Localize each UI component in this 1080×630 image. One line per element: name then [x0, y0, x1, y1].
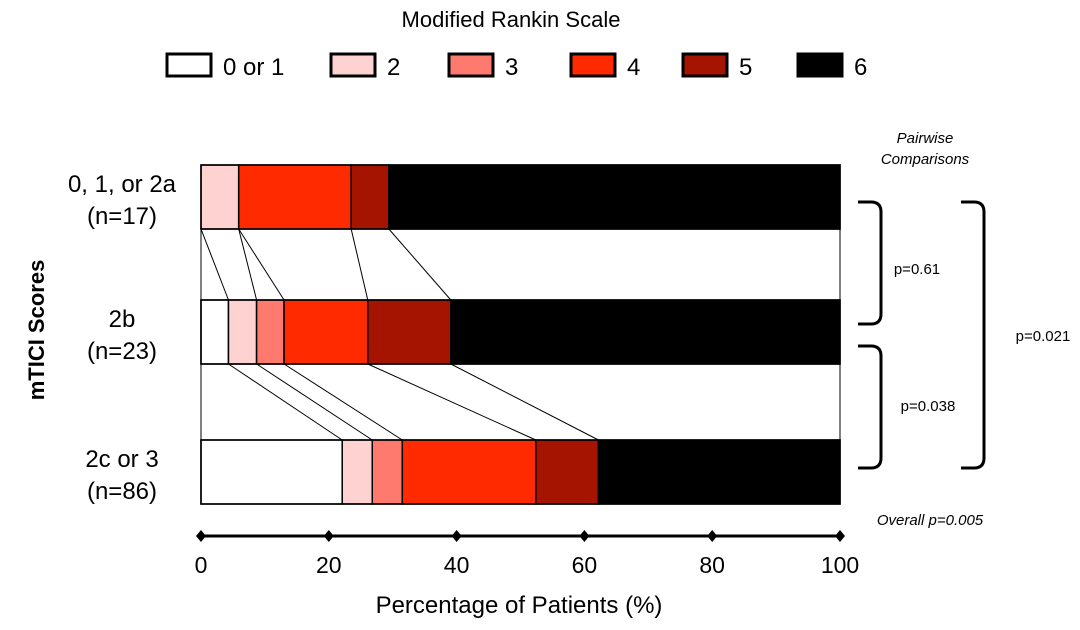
legend-item: 6 [796, 52, 867, 81]
bracket-line [858, 200, 883, 326]
category-sample-size: (n=17) [87, 203, 157, 230]
category-label: 2c or 3 [85, 446, 158, 473]
pairwise-header-line2: Comparisons [881, 151, 970, 168]
legend-item: 3 [447, 52, 518, 81]
p-value-label: p=0.61 [894, 261, 940, 278]
comparison-bracket: p=0.021 [961, 200, 1071, 470]
p-value-label: p=0.021 [1016, 328, 1071, 345]
bracket-line [961, 200, 986, 470]
bar-row [200, 439, 841, 505]
legend-swatch [329, 52, 377, 78]
y-axis-label: mTICI Scores [24, 260, 49, 401]
pairwise-header-line1: Pairwise [897, 130, 954, 147]
category-sample-size: (n=23) [87, 338, 157, 365]
bar-segment [401, 439, 537, 505]
connector-line [256, 363, 373, 441]
legend-label: 0 or 1 [223, 54, 284, 81]
x-axis-label: Percentage of Patients (%) [376, 592, 663, 619]
connector-line [238, 228, 258, 301]
x-tick-marker [323, 530, 334, 542]
bar-segment [388, 164, 841, 230]
legend-label: 5 [739, 54, 752, 81]
bar-segment [341, 439, 374, 505]
category-label: 2b [109, 306, 136, 333]
connector-line [238, 228, 285, 301]
x-tick-label: 40 [444, 552, 470, 578]
x-tick-label: 20 [316, 552, 342, 578]
category-sample-size: (n=86) [87, 478, 157, 505]
x-tick-label: 100 [821, 552, 859, 578]
x-tick-marker [835, 530, 845, 542]
bar-segment [350, 164, 390, 230]
legend-title: Modified Rankin Scale [402, 7, 621, 32]
x-tick-marker [579, 530, 590, 542]
connector-lines [200, 228, 841, 441]
bar-segment [450, 299, 841, 365]
comparison-bracket: p=0.61 [858, 200, 940, 326]
legend-item: 4 [569, 52, 640, 81]
legend-swatch [569, 52, 617, 78]
legend-item: 2 [329, 52, 400, 81]
bar-segment [227, 299, 258, 365]
bar-segment [200, 164, 240, 230]
legend-swatch [447, 52, 495, 78]
x-tick-label: 60 [572, 552, 598, 578]
bar-segment [367, 299, 452, 365]
bar-segment [283, 299, 369, 365]
x-axis: 0 20 40 60 80 100 [195, 530, 859, 578]
legend-item: 5 [681, 52, 752, 81]
connector-line [367, 363, 537, 441]
connector-line [450, 363, 599, 441]
bar-outline [200, 439, 841, 505]
legend-label: 2 [387, 54, 400, 81]
connector-line [228, 363, 343, 441]
legend-item: 0 or 1 [165, 52, 284, 81]
connector-line [350, 228, 369, 301]
x-tick-label: 80 [699, 552, 725, 578]
connector-line [200, 228, 229, 301]
connector-line [388, 228, 452, 301]
legend: 0 or 1 2 3 4 5 6 [165, 52, 867, 81]
legend-swatch [165, 52, 213, 78]
bracket-line [858, 344, 883, 470]
connector-line [283, 363, 403, 441]
bar-segment [200, 439, 343, 505]
legend-swatch [681, 52, 729, 78]
bar-row [200, 164, 841, 230]
bar-segment [535, 439, 600, 505]
p-value-label: p=0.038 [901, 398, 956, 415]
bar-segment [597, 439, 841, 505]
pairwise-brackets: p=0.61 p=0.038 p=0.021 [858, 200, 1071, 470]
bar-outline [200, 299, 841, 365]
x-tick-marker [451, 530, 462, 542]
legend-label: 3 [505, 54, 518, 81]
legend-swatch [796, 52, 844, 78]
category-label: 0, 1, or 2a [68, 171, 177, 198]
x-tick-marker [196, 530, 206, 542]
overall-p-value: Overall p=0.005 [877, 512, 984, 529]
bar-row [200, 299, 841, 365]
x-tick-label: 0 [195, 552, 208, 578]
bar-segment [200, 299, 230, 365]
bar-segment [255, 299, 285, 365]
bar-segment [371, 439, 404, 505]
x-tick-marker [707, 530, 718, 542]
category-labels: 0, 1, or 2a (n=17) 2b (n=23) 2c or 3 (n=86) [68, 171, 177, 505]
legend-label: 6 [854, 54, 867, 81]
bar-segment [237, 164, 352, 230]
bar-outline [200, 164, 841, 230]
bars [200, 164, 841, 505]
legend-label: 4 [627, 54, 640, 81]
comparison-bracket: p=0.038 [858, 344, 956, 470]
